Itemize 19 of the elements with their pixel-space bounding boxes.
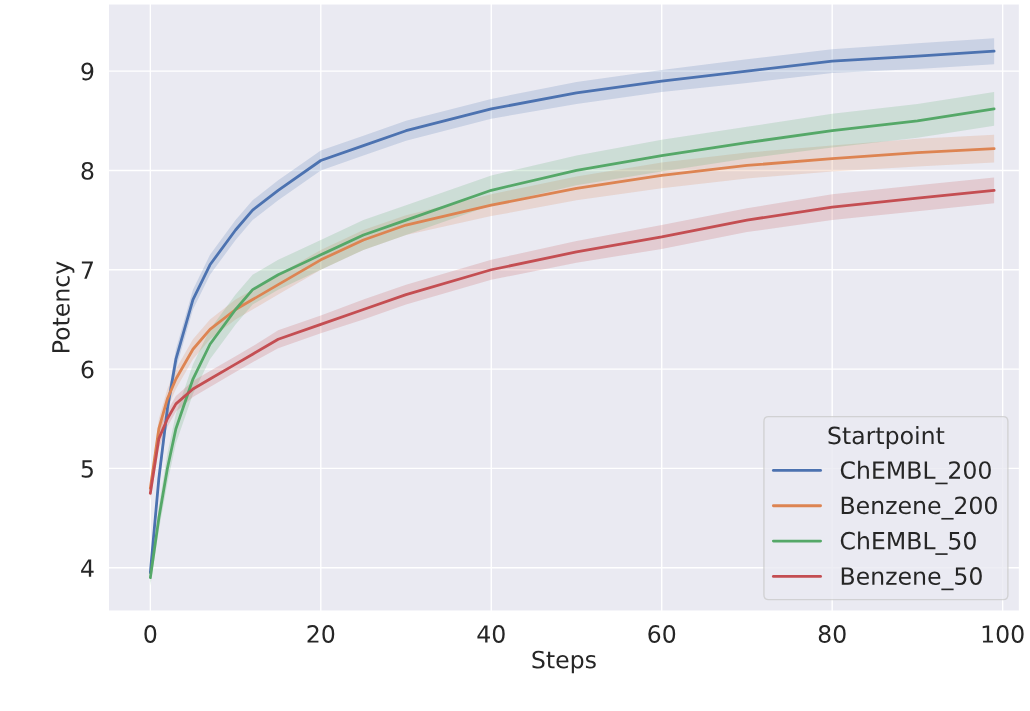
x-tick-label: 60 [648, 625, 676, 643]
y-tick-label: 7 [81, 261, 93, 279]
x-tick-label: 100 [982, 625, 1024, 643]
y-tick-label: 9 [81, 62, 94, 81]
legend-label: Benzene_200 [841, 496, 997, 520]
y-axis-title: Potency [52, 261, 75, 352]
x-tick-label: 0 [144, 625, 157, 643]
y-tick-label: 8 [81, 161, 94, 180]
legend-title: Startpoint [828, 426, 945, 449]
y-tick-label: 4 [81, 559, 94, 577]
x-tick-label: 40 [477, 625, 505, 643]
x-tick-label: 80 [818, 625, 846, 643]
legend-label: ChEMBL_50 [840, 531, 976, 555]
x-axis-title: Steps [532, 650, 596, 674]
legend-label: ChEMBL_200 [840, 460, 991, 485]
y-tick-label: 5 [81, 460, 93, 478]
x-tick-label: 20 [307, 625, 335, 643]
y-tick-label: 6 [81, 360, 94, 379]
legend-label: Benzene_50 [841, 567, 982, 591]
